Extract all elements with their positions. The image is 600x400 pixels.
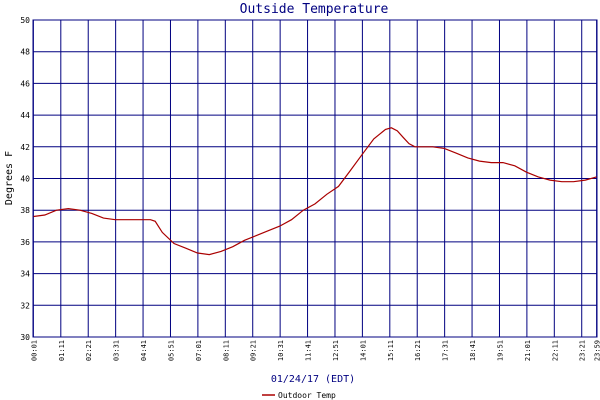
x-tick-label: 16:21 — [414, 340, 422, 361]
y-tick-label: 38 — [20, 206, 30, 215]
x-tick-label: 19:51 — [496, 340, 504, 361]
y-tick-label: 50 — [20, 16, 30, 25]
x-axis-label: 01/24/17 (EDT) — [271, 374, 355, 385]
x-tick-label: 15:11 — [387, 340, 395, 361]
x-tick-label: 18:41 — [469, 340, 477, 361]
x-tick-label: 10:31 — [277, 340, 285, 361]
y-tick-label: 32 — [20, 301, 30, 310]
y-tick-label: 36 — [20, 238, 30, 247]
y-axis-label: Degrees F — [4, 151, 15, 205]
y-tick-label: 44 — [20, 111, 30, 120]
y-tick-label: 30 — [20, 333, 30, 342]
x-tick-label: 09:21 — [250, 340, 258, 361]
y-tick-label: 48 — [20, 48, 30, 57]
chart-title: Outside Temperature — [240, 2, 389, 17]
x-tick-label: 17:31 — [442, 340, 450, 361]
y-tick-label: 46 — [20, 79, 30, 88]
x-tick-label-last: 23:59 — [594, 340, 600, 361]
legend-label: Outdoor Temp — [278, 391, 336, 400]
y-tick-label: 42 — [20, 143, 30, 152]
y-tick-label: 34 — [20, 270, 30, 279]
x-tick-label: 11:41 — [305, 340, 313, 361]
x-tick-label: 00:01 — [30, 340, 38, 361]
series-layer — [33, 127, 597, 256]
x-tick-label: 05:51 — [167, 340, 175, 361]
x-tick-label: 12:51 — [332, 340, 340, 361]
x-tick-label: 14:01 — [359, 340, 367, 361]
x-tick-label: 07:01 — [195, 340, 203, 361]
x-tick-labels: 00:01 01:11 02:21 03:31 04:41 05:51 07:01 08:11… — [30, 340, 600, 361]
legend: Outdoor Temp — [262, 391, 336, 400]
x-tick-label: 22:11 — [551, 340, 559, 361]
x-tick-label: 02:21 — [85, 340, 93, 361]
x-tick-label: 23:21 — [579, 340, 587, 361]
plot-frame — [32, 19, 598, 338]
y-tick-labels: 30 32 34 36 38 40 42 44 46 48 50 — [20, 16, 30, 342]
x-tick-label: 08:11 — [222, 340, 230, 361]
y-tick-label: 40 — [20, 175, 30, 184]
x-tick-label: 01:11 — [58, 340, 66, 361]
grid — [32, 19, 598, 338]
x-tick-label: 03:31 — [113, 340, 121, 361]
x-tick-label: 21:01 — [524, 340, 532, 361]
series-line-outdoor-temp — [33, 127, 597, 256]
x-tick-label: 04:41 — [140, 340, 148, 361]
